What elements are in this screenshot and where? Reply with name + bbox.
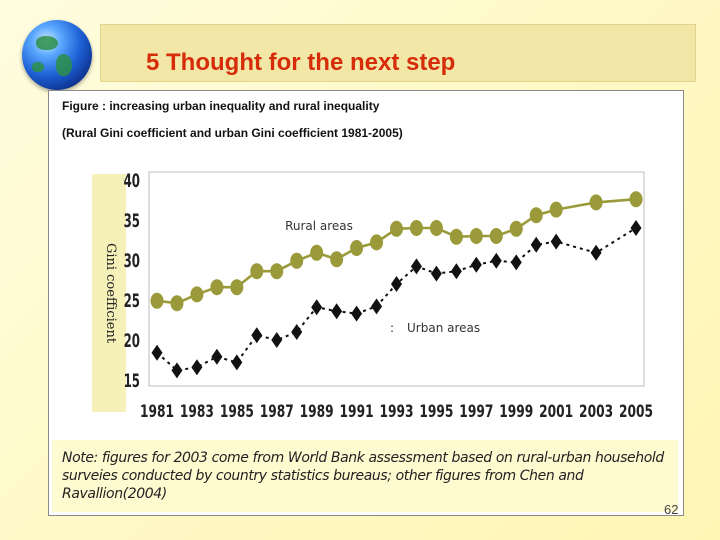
rural-data-point [190, 286, 204, 303]
urban-data-point [530, 236, 542, 253]
urban-data-point [371, 298, 383, 315]
urban-label-colon: : [390, 321, 394, 335]
rural-areas-label: Rural areas [285, 219, 353, 233]
rural-data-point [330, 251, 344, 268]
globe-logo [22, 20, 92, 90]
urban-data-point [211, 348, 223, 365]
rural-data-point [589, 194, 603, 211]
urban-data-point [630, 220, 642, 236]
urban-data-point [470, 256, 482, 273]
figure-caption: Figure : increasing urban inequality and… [62, 99, 380, 113]
rural-data-point [529, 207, 543, 224]
y-tick-label: 30 [124, 249, 140, 272]
slide-title: 5 Thought for the next step [146, 49, 456, 76]
rural-data-point [449, 228, 463, 245]
rural-data-point [409, 220, 423, 236]
rural-data-point [150, 292, 164, 309]
urban-data-point [191, 359, 203, 376]
x-tick-label: 2003 [579, 402, 613, 422]
rural-data-point [250, 263, 264, 280]
urban-data-point [251, 327, 263, 344]
gini-line-chart: Gini coefficient 15 20 25 30 35 40 1981 1983 19… [92, 169, 653, 422]
y-tick-label: 25 [124, 289, 140, 312]
title-band [100, 24, 696, 82]
urban-data-point [430, 265, 442, 282]
rural-data-point [370, 234, 384, 251]
rural-data-point [390, 220, 403, 237]
y-axis-label: Gini coefficient [103, 243, 118, 344]
x-tick-label: 1997 [459, 402, 493, 422]
urban-data-point [231, 354, 243, 371]
x-tick-label: 1981 [140, 402, 174, 422]
y-tick-label: 15 [124, 369, 140, 392]
urban-data-point [410, 258, 422, 275]
page-number: 62 [664, 502, 679, 517]
figure-subcaption: (Rural Gini coefficient and urban Gini c… [62, 126, 403, 140]
urban-data-point [291, 324, 303, 340]
x-tick-label: 1989 [300, 402, 334, 422]
urban-data-point [171, 362, 183, 379]
urban-data-point [351, 305, 363, 322]
x-tick-label: 1985 [220, 402, 254, 422]
urban-data-point [391, 276, 402, 292]
rural-data-point [230, 279, 244, 296]
urban-data-point [550, 233, 562, 250]
rural-data-point [290, 252, 304, 269]
rural-data-point [509, 220, 523, 237]
x-tick-label: 1991 [340, 402, 374, 422]
rural-data-point [310, 244, 324, 261]
x-tick-label: 1995 [419, 402, 453, 422]
x-tick-label: 1999 [499, 402, 533, 422]
rural-data-point [469, 228, 483, 244]
y-tick-label: 35 [124, 209, 140, 232]
urban-data-point [590, 244, 602, 261]
ylabel-band [92, 174, 126, 412]
urban-data-point [271, 332, 283, 348]
rural-data-point [210, 279, 224, 296]
urban-areas-label: Urban areas [407, 321, 480, 335]
y-tick-label: 20 [124, 329, 140, 352]
source-note: Note: figures for 2003 come from World B… [62, 450, 664, 502]
rural-data-point [629, 191, 643, 208]
x-tick-label: 2001 [539, 402, 573, 422]
urban-data-point [450, 263, 462, 280]
rural-data-point [489, 228, 503, 244]
urban-data-point [311, 299, 323, 316]
rural-data-point [429, 220, 443, 236]
urban-data-point [151, 344, 163, 361]
rural-data-point [270, 263, 284, 280]
x-tick-label: 1993 [379, 402, 413, 422]
urban-data-point [331, 303, 343, 320]
rural-data-point [350, 240, 364, 256]
note-box [52, 440, 678, 512]
x-tick-label: 1983 [180, 402, 214, 422]
urban-data-point [510, 254, 522, 271]
y-tick-label: 40 [124, 169, 140, 192]
rural-data-point [170, 295, 184, 312]
x-tick-label: 1987 [260, 402, 294, 422]
x-tick-label: 2005 [619, 402, 653, 422]
rural-data-point [549, 201, 563, 218]
